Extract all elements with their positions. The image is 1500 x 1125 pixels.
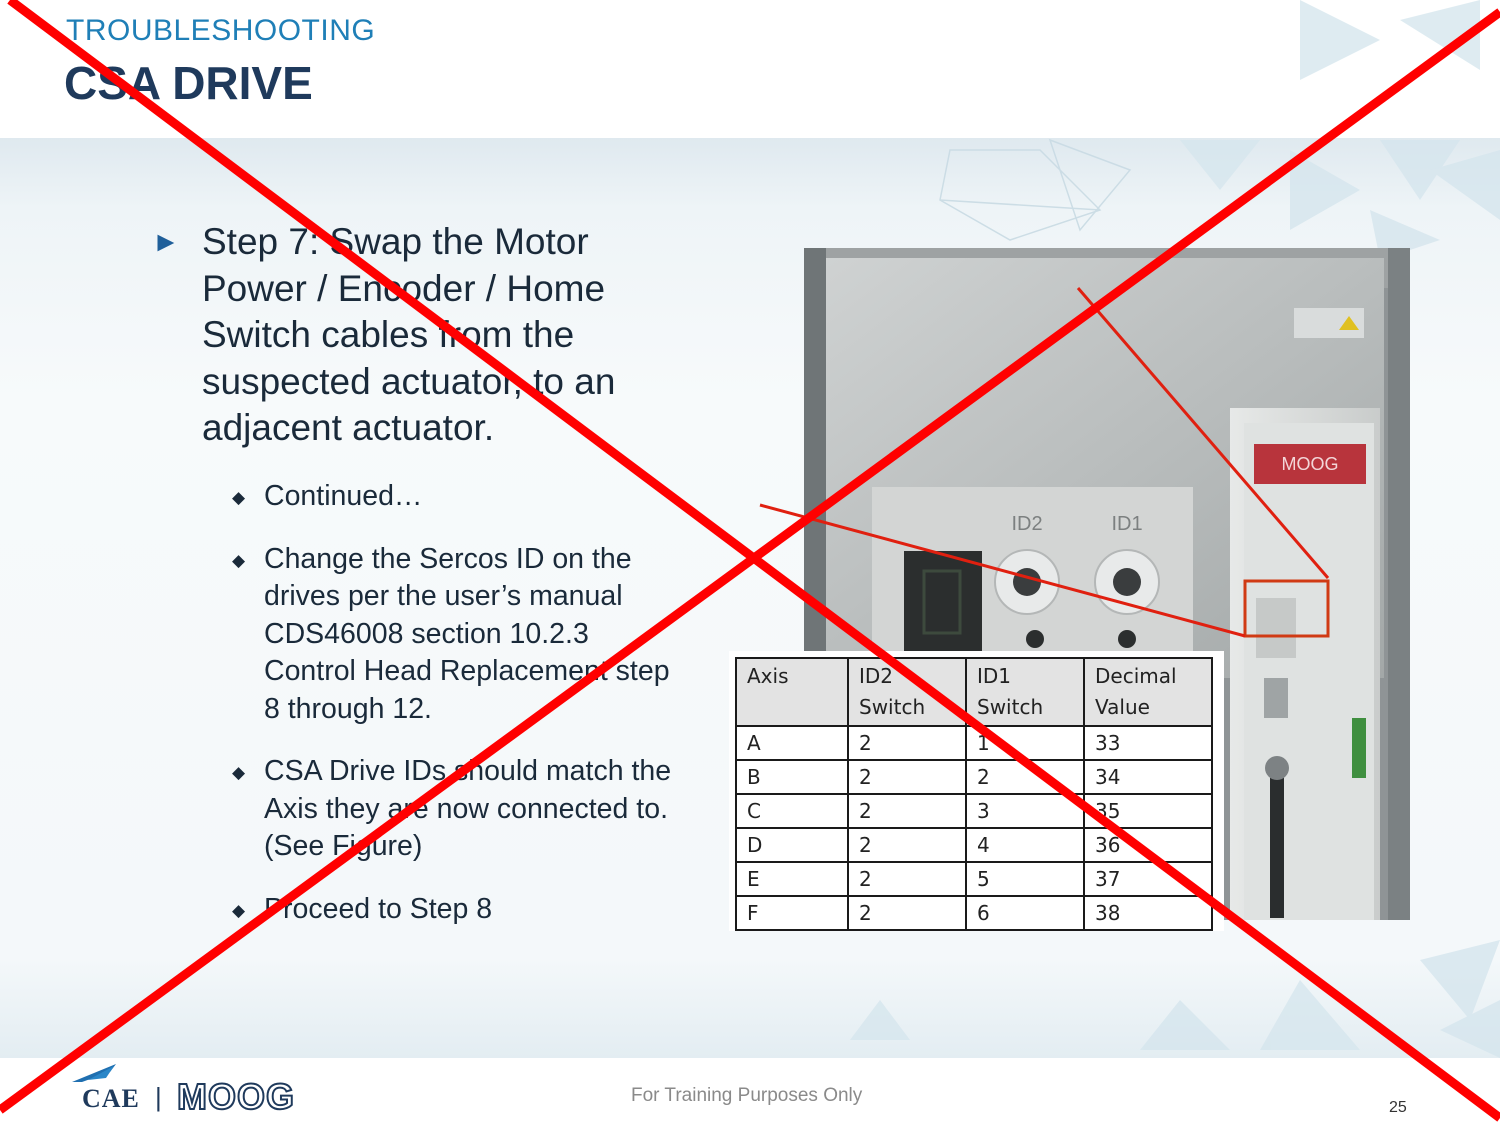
- logo-separator: |: [155, 1082, 162, 1112]
- diamond-bullet-icon: ◆: [232, 550, 246, 570]
- cell-id1: 5: [965, 861, 1085, 897]
- cell-id2: 2: [847, 861, 967, 897]
- step-arrow-icon: ►: [152, 226, 180, 257]
- cell-axis: E: [735, 861, 849, 897]
- col-header-decimal: Decimal Value: [1083, 657, 1213, 727]
- page-number: 25: [1389, 1099, 1407, 1116]
- bullet-item: ◆ Continued…: [232, 478, 684, 516]
- id-switch-inset: ID2 ID1: [872, 487, 1193, 657]
- cell-decimal: 38: [1083, 895, 1213, 931]
- cell-id2: 2: [847, 725, 967, 761]
- cell-id1: 1: [965, 725, 1085, 761]
- bullet-text: Continued…: [264, 480, 423, 512]
- cell-axis: D: [735, 827, 849, 863]
- cell-axis: A: [735, 725, 849, 761]
- cell-axis: B: [735, 759, 849, 795]
- diamond-bullet-icon: ◆: [232, 763, 246, 782]
- id-table: Axis ID2 Switch ID1 Switch Decimal Value…: [735, 657, 1213, 931]
- col-header-axis: Axis: [735, 657, 849, 727]
- bullet-text: Proceed to Step 8: [264, 892, 493, 925]
- bullet-item: ◆ Proceed to Step 8: [232, 891, 684, 929]
- page-title: CSA DRIVE: [64, 57, 313, 109]
- cell-decimal: 35: [1083, 793, 1213, 829]
- id2-dial-label: ID2: [1011, 513, 1042, 535]
- cell-decimal: 36: [1083, 827, 1213, 863]
- table-row: A 2 1 33: [735, 725, 1213, 761]
- bullet-text: CSA Drive IDs should match the Axis they…: [264, 755, 672, 862]
- section-label: TROUBLESHOOTING: [66, 14, 376, 47]
- cell-decimal: 37: [1083, 861, 1213, 897]
- bullet-item: ◆ CSA Drive IDs should match the Axis the…: [232, 753, 684, 866]
- step-text: Step 7: Swap the Motor Power / Encoder /…: [202, 221, 616, 448]
- table-row: F 2 6 38: [735, 895, 1213, 931]
- table-row: E 2 5 37: [735, 861, 1213, 897]
- cell-id1: 6: [965, 895, 1085, 931]
- diamond-bullet-icon: ◆: [232, 488, 246, 507]
- id1-dial-label: ID1: [1111, 513, 1142, 535]
- id-switch-illustration: ID2 ID1: [872, 487, 1193, 657]
- cell-id1: 4: [965, 827, 1085, 863]
- cell-id2: 2: [847, 895, 967, 931]
- diamond-bullet-icon: ◆: [232, 900, 246, 920]
- cell-axis: C: [735, 793, 849, 829]
- cell-id1: 3: [965, 793, 1085, 829]
- cell-decimal: 33: [1083, 725, 1213, 761]
- cell-id2: 2: [847, 759, 967, 795]
- moog-logo: MOOG: [176, 1075, 295, 1118]
- table-row: B 2 2 34: [735, 759, 1213, 795]
- cae-logo-mark: [72, 1064, 116, 1082]
- col-header-id1: ID1 Switch: [965, 657, 1085, 727]
- bullet-item: ◆ Change the Sercos ID on the drives per …: [232, 541, 684, 729]
- cae-logo: CAE: [82, 1084, 140, 1113]
- col-header-id2: ID2 Switch: [847, 657, 967, 727]
- footer-notice: For Training Purposes Only: [631, 1085, 863, 1106]
- cell-id2: 2: [847, 793, 967, 829]
- table-row: D 2 4 36: [735, 827, 1213, 863]
- cell-decimal: 34: [1083, 759, 1213, 795]
- cell-id1: 2: [965, 759, 1085, 795]
- cell-axis: F: [735, 895, 849, 931]
- bullet-list: ◆ Continued… ◆ Change the Sercos ID on the…: [232, 478, 684, 953]
- table-row: C 2 3 35: [735, 793, 1213, 829]
- moog-label: MOOG: [1282, 454, 1339, 474]
- bullet-text: Change the Sercos ID on the drives per t…: [264, 542, 670, 725]
- id-table-container: Axis ID2 Switch ID1 Switch Decimal Value…: [729, 651, 1224, 931]
- table-header-row: Axis ID2 Switch ID1 Switch Decimal Value: [735, 657, 1213, 727]
- cell-id2: 2: [847, 827, 967, 863]
